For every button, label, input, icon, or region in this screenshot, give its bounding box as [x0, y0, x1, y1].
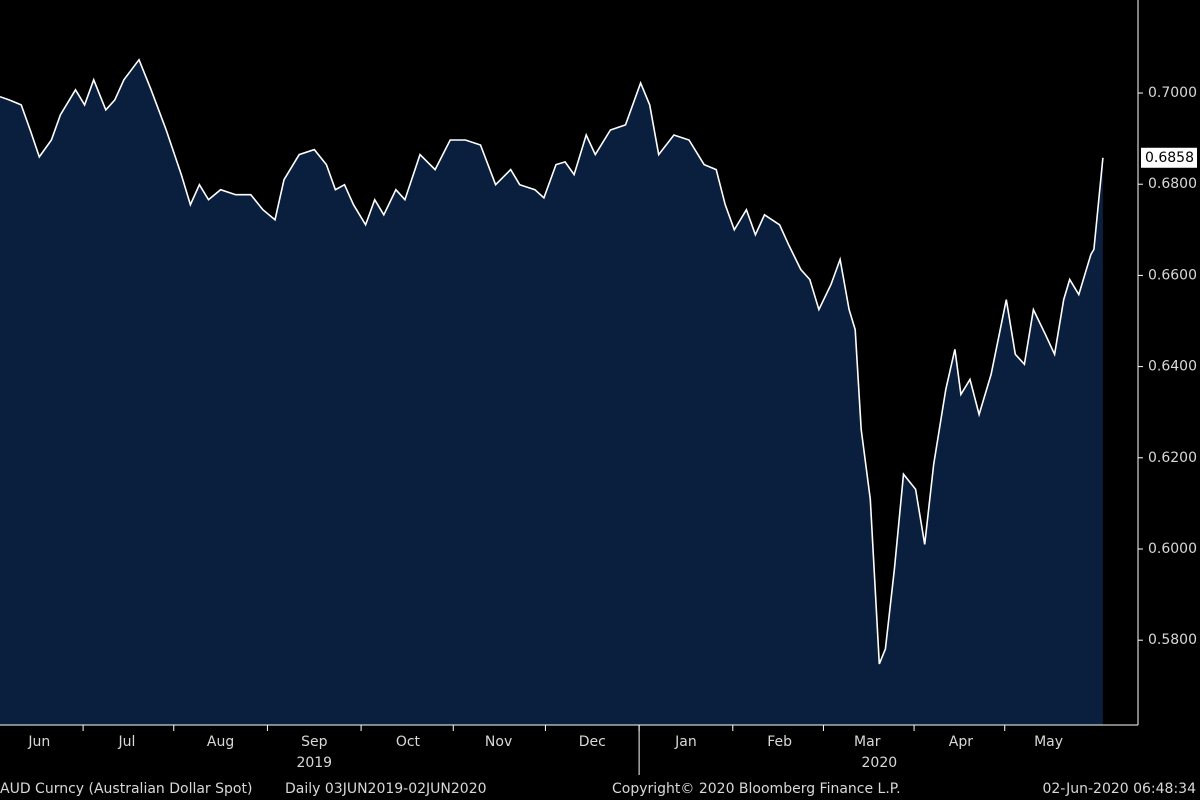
last-value-label: 0.6858	[1145, 150, 1194, 166]
footer-text: 02-Jun-2020 06:48:34	[1042, 781, 1196, 797]
year-label: 2019	[296, 755, 332, 771]
y-tick-label: 0.6200	[1148, 450, 1197, 466]
x-tick-label: Dec	[579, 734, 606, 750]
y-tick-label: 0.6400	[1148, 359, 1197, 375]
price-line	[0, 58, 1104, 665]
x-tick-label: Aug	[207, 734, 234, 750]
x-tick-label: Nov	[485, 734, 512, 750]
footer-text: Daily 03JUN2019-02JUN2020	[285, 781, 487, 797]
y-tick-label: 0.5800	[1148, 632, 1197, 648]
x-tick-label: Apr	[949, 734, 973, 750]
y-tick-label: 0.7000	[1148, 85, 1197, 101]
footer-text: AUD Curncy (Australian Dollar Spot)	[0, 781, 252, 797]
y-tick-label: 0.6000	[1148, 541, 1197, 557]
x-tick-label: Feb	[767, 734, 792, 750]
y-tick-label: 0.6800	[1148, 176, 1197, 192]
x-tick-label: Jan	[674, 734, 697, 750]
x-tick-label: Mar	[854, 734, 881, 750]
x-tick-label: Oct	[396, 734, 421, 750]
y-tick-label: 0.6600	[1148, 267, 1197, 283]
x-tick-label: May	[1034, 734, 1063, 750]
footer-text: Copyright© 2020 Bloomberg Finance L.P.	[612, 781, 901, 797]
area-fill	[0, 59, 1103, 725]
year-label: 2020	[862, 755, 898, 771]
last-value-box	[1141, 147, 1197, 168]
x-tick-label: Jun	[27, 734, 50, 750]
x-tick-label: Jul	[117, 734, 135, 750]
x-tick-label: Sep	[301, 734, 328, 750]
